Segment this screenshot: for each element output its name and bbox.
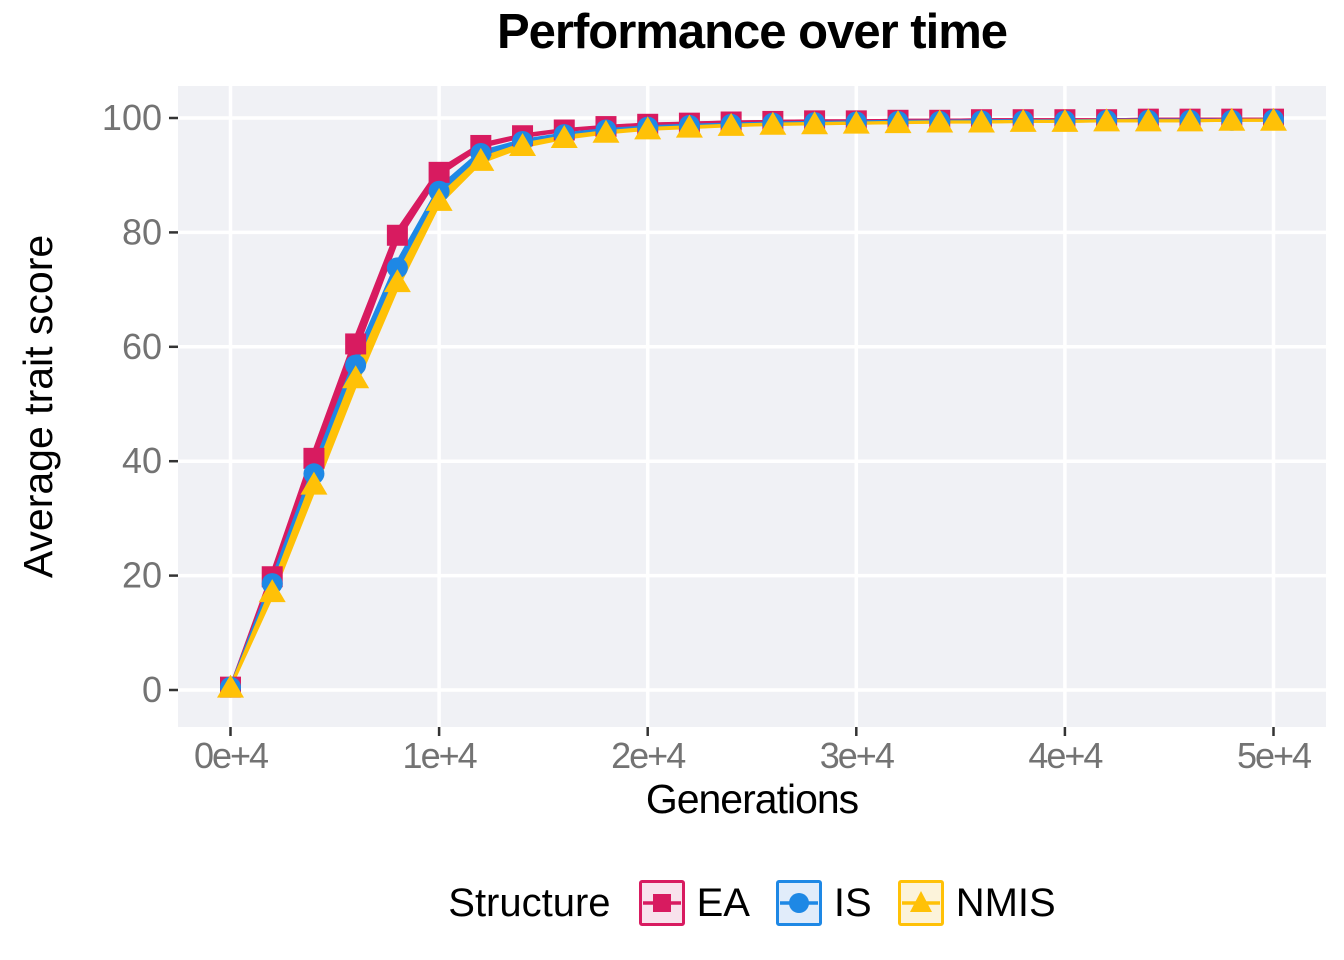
data-point-nmis	[383, 269, 411, 293]
data-point-nmis	[467, 147, 495, 171]
data-point-nmis	[300, 471, 328, 495]
data-point-nmis	[550, 124, 578, 148]
y-tick-label: 100	[102, 97, 162, 138]
y-tick-label: 40	[122, 440, 162, 481]
x-tick-label: 4e+4	[1028, 735, 1102, 776]
legend-item-nmis: NMIS	[897, 880, 1056, 926]
x-tick-label: 5e+4	[1237, 735, 1311, 776]
legend-item-is: IS	[775, 880, 872, 926]
data-point-nmis	[801, 111, 829, 135]
legend: Structure EA IS NMIS	[178, 868, 1326, 938]
legend-label-is: IS	[833, 880, 872, 925]
data-point-nmis	[759, 111, 787, 135]
x-axis-title: Generations	[645, 776, 859, 822]
data-point-is	[345, 354, 367, 376]
data-point-nmis	[342, 365, 370, 389]
data-point-nmis	[1134, 108, 1162, 132]
x-tick-label: 2e+4	[611, 735, 685, 776]
data-point-nmis	[926, 109, 954, 133]
ea-square-key-icon	[638, 880, 685, 926]
y-tick-label: 60	[122, 326, 162, 367]
y-tick-label: 80	[122, 211, 162, 252]
data-point-ea	[303, 447, 325, 469]
x-tick-label: 0e+4	[194, 735, 268, 776]
legend-label-nmis: NMIS	[955, 880, 1056, 925]
data-point-nmis	[967, 109, 995, 133]
data-point-nmis	[1176, 108, 1204, 132]
data-point-nmis	[217, 674, 244, 698]
circle-marker-glyph	[779, 893, 818, 913]
data-point-ea	[345, 333, 367, 355]
data-point-nmis	[842, 110, 870, 134]
y-axis-title: Average trait score	[8, 86, 70, 727]
y-tick-label: 0	[142, 669, 162, 710]
data-point-nmis	[1093, 108, 1121, 132]
square-marker-glyph	[642, 894, 681, 912]
x-tick-label: 3e+4	[820, 735, 894, 776]
data-point-nmis	[425, 187, 453, 211]
data-point-nmis	[1009, 108, 1037, 132]
legend-label-ea: EA	[696, 880, 750, 925]
data-point-nmis	[509, 132, 537, 156]
data-point-nmis	[258, 579, 286, 603]
legend-title: Structure	[448, 880, 611, 925]
nmis-triangle-key-icon	[897, 880, 944, 926]
data-point-nmis	[1218, 107, 1246, 131]
chart-title: Performance over time	[496, 5, 1008, 59]
data-point-nmis	[884, 110, 912, 134]
data-point-ea	[428, 161, 450, 183]
data-point-nmis	[1260, 107, 1287, 131]
data-point-nmis	[592, 119, 620, 143]
y-tick-label: 20	[122, 555, 162, 596]
data-point-nmis	[717, 112, 745, 136]
is-circle-key-icon	[775, 880, 822, 926]
legend-item-ea: EA	[638, 880, 750, 926]
data-point-nmis	[634, 116, 662, 140]
plot-panel	[178, 86, 1326, 727]
triangle-marker-glyph	[901, 891, 940, 912]
data-point-nmis	[1051, 108, 1079, 132]
y-axis-title-text: Average trait score	[15, 234, 62, 579]
data-point-is	[386, 257, 408, 279]
x-tick-label: 1e+4	[403, 735, 477, 776]
data-point-nmis	[675, 114, 703, 138]
data-point-ea	[386, 224, 408, 246]
